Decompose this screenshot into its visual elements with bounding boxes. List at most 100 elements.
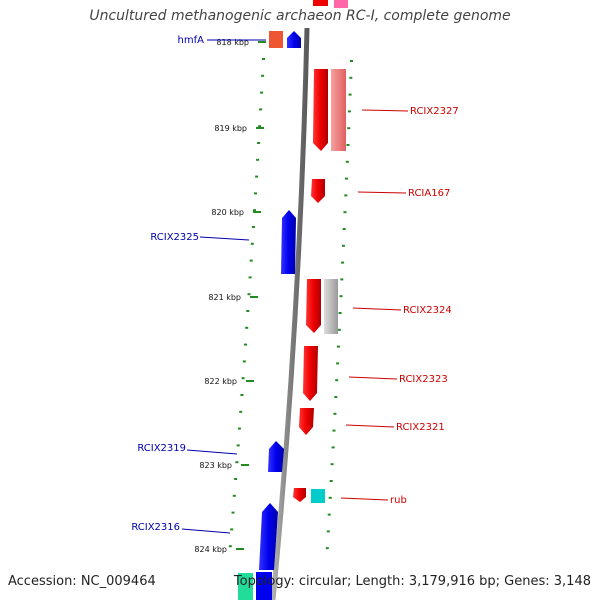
track-tick bbox=[341, 244, 345, 247]
genome-title: Uncultured methanogenic archaeon RC-I, c… bbox=[89, 8, 511, 24]
track-tick bbox=[232, 494, 236, 497]
gene-RCIX2327[interactable] bbox=[313, 69, 328, 151]
track-tick bbox=[241, 377, 245, 380]
label-callouts bbox=[181, 39, 409, 534]
track-tick bbox=[328, 496, 332, 499]
gene-RCIX2325[interactable] bbox=[281, 210, 296, 274]
track-tick bbox=[345, 177, 348, 180]
track-tick bbox=[332, 429, 336, 432]
track-tick bbox=[261, 74, 265, 77]
track-tick bbox=[262, 58, 265, 60]
label-rub[interactable]: rub bbox=[390, 495, 407, 506]
right-tick-track bbox=[325, 60, 353, 550]
track-tick bbox=[349, 76, 353, 79]
track-tick bbox=[342, 228, 346, 230]
tick-label-818: 818 kbp bbox=[216, 38, 249, 47]
accession-text: Accession: NC_009464 bbox=[8, 574, 156, 589]
track-tick bbox=[246, 310, 250, 312]
track-tick bbox=[347, 127, 351, 130]
tick-label-822: 822 kbp bbox=[204, 377, 237, 386]
track-tick bbox=[334, 396, 338, 398]
track-tick bbox=[248, 276, 252, 279]
reverse-genes bbox=[293, 69, 346, 503]
track-tick bbox=[338, 312, 342, 314]
label-RCIX2325[interactable]: RCIX2325 bbox=[150, 232, 199, 243]
track-tick bbox=[325, 547, 329, 550]
gene-hmfA[interactable] bbox=[287, 31, 301, 48]
gene-RCIX2323[interactable] bbox=[303, 346, 318, 401]
track-tick bbox=[259, 108, 263, 111]
label-RCIA167[interactable]: RCIA167 bbox=[408, 188, 450, 199]
track-tick bbox=[327, 513, 331, 516]
track-tick bbox=[344, 194, 348, 197]
track-tick bbox=[253, 209, 256, 212]
track-tick bbox=[330, 463, 334, 466]
gene-labels: hmfA RCIX2325 RCIX2319 RCIX2316 RCIX2327… bbox=[131, 35, 458, 533]
gene-RCIX2324-homolog bbox=[324, 279, 338, 334]
track-tick bbox=[345, 160, 349, 163]
track-tick bbox=[242, 360, 246, 363]
gene-rub-homolog bbox=[311, 489, 325, 503]
track-tick bbox=[258, 125, 262, 128]
track-tick bbox=[336, 362, 340, 365]
track-tick bbox=[337, 328, 341, 331]
track-tick bbox=[249, 259, 253, 262]
label-RCIX2321[interactable]: RCIX2321 bbox=[396, 422, 445, 433]
track-tick bbox=[343, 211, 347, 214]
gene-RCIX2319[interactable] bbox=[268, 441, 284, 472]
track-tick bbox=[247, 293, 251, 296]
scale-ticks: 818 kbp 819 kbp 820 kbp 821 kbp 822 kbp … bbox=[194, 38, 266, 554]
track-tick bbox=[331, 446, 335, 449]
track-tick bbox=[255, 175, 259, 178]
tick-label-819: 819 kbp bbox=[214, 124, 247, 133]
label-RCIX2316[interactable]: RCIX2316 bbox=[131, 522, 180, 533]
track-tick bbox=[230, 528, 234, 531]
label-RCIX2323[interactable]: RCIX2323 bbox=[399, 374, 448, 385]
track-tick bbox=[346, 144, 350, 146]
track-tick bbox=[257, 142, 261, 144]
track-tick bbox=[244, 343, 247, 346]
gene-partial-top-2 bbox=[334, 0, 348, 8]
track-tick bbox=[333, 412, 337, 415]
label-hmfA[interactable]: hmfA bbox=[178, 35, 205, 46]
label-RCIX2327[interactable]: RCIX2327 bbox=[410, 106, 459, 117]
track-tick bbox=[341, 261, 345, 264]
gene-RCIA167[interactable] bbox=[311, 179, 325, 203]
track-tick bbox=[348, 93, 352, 96]
gene-rub[interactable] bbox=[293, 488, 306, 502]
gene-RCIX2324[interactable] bbox=[306, 279, 321, 333]
track-tick bbox=[329, 480, 333, 482]
track-tick bbox=[339, 295, 343, 298]
track-tick bbox=[336, 345, 340, 348]
tick-label-823: 823 kbp bbox=[199, 461, 232, 470]
tick-label-820: 820 kbp bbox=[211, 208, 244, 217]
track-tick bbox=[239, 410, 243, 413]
gene-RCIX2321[interactable] bbox=[299, 408, 314, 435]
track-tick bbox=[260, 91, 264, 94]
track-tick bbox=[350, 60, 353, 62]
track-tick bbox=[250, 242, 254, 245]
gene-hmfA-shadow bbox=[269, 31, 283, 48]
gene-RCIX2327-homolog bbox=[331, 69, 346, 151]
track-tick bbox=[256, 158, 260, 161]
track-tick bbox=[326, 530, 330, 533]
track-tick bbox=[245, 326, 249, 329]
track-tick bbox=[237, 427, 241, 430]
label-RCIX2319[interactable]: RCIX2319 bbox=[137, 443, 186, 454]
track-tick bbox=[340, 278, 344, 281]
track-tick bbox=[335, 379, 339, 382]
gene-partial-bottom-blue bbox=[256, 572, 272, 600]
label-RCIX2324[interactable]: RCIX2324 bbox=[403, 305, 452, 316]
genome-summary-text: Topology: circular; Length: 3,179,916 bp… bbox=[233, 574, 591, 589]
track-tick bbox=[254, 192, 257, 195]
gene-partial-bottom-green bbox=[238, 573, 253, 600]
tick-label-821: 821 kbp bbox=[208, 293, 241, 302]
gene-RCIX2316[interactable] bbox=[259, 503, 278, 570]
genome-backbone bbox=[270, 27, 310, 600]
track-tick bbox=[347, 110, 351, 113]
track-tick bbox=[234, 478, 238, 480]
left-tick-track bbox=[228, 58, 265, 548]
track-tick bbox=[228, 545, 232, 548]
tick-label-824: 824 kbp bbox=[194, 545, 227, 554]
